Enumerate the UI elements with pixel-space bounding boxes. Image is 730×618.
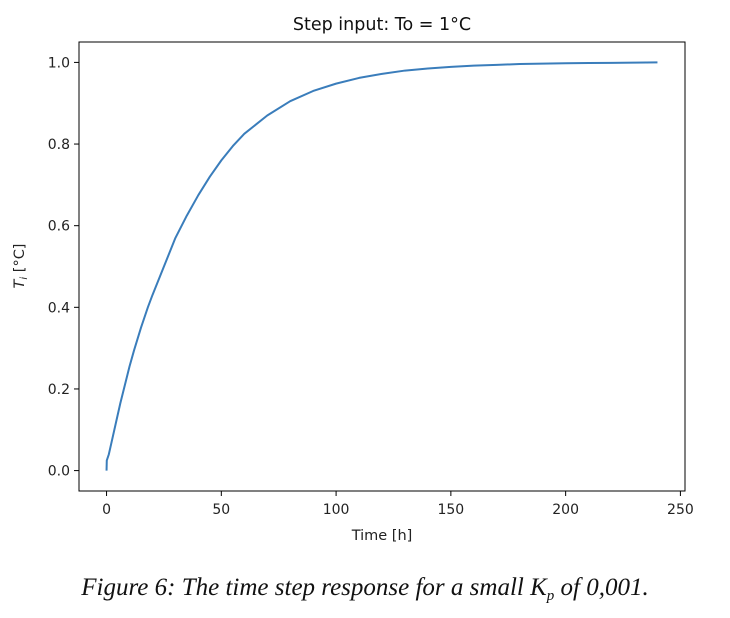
plot-area [105, 61, 658, 471]
x-tick-label: 50 [212, 502, 230, 518]
plot-frame [78, 41, 686, 492]
y-tick-label: 1.0 [48, 55, 70, 71]
y-tick-label: 0.6 [48, 219, 70, 235]
axis-ticks: 0 50 100 150 200 250 0.0 0.2 0.4 0.6 0.8 1.0 [48, 55, 694, 518]
caption-suffix: of 0,001. [554, 574, 649, 601]
y-axis-label-unit: [°C] [12, 244, 28, 277]
y-tick-label: 0.4 [48, 300, 70, 316]
step-response-chart: Step input: To = 1°C 0 50 100 150 200 2500.00… [12, 15, 694, 544]
y-axis-label-symbol: T [12, 278, 28, 288]
x-tick-label: 100 [323, 502, 350, 518]
y-tick-label: 0.0 [48, 464, 70, 480]
caption-text: Figure 6: The time step response for a s… [81, 574, 547, 601]
x-tick-label: 250 [667, 502, 694, 518]
figure-caption: Figure 6: The time step response for a s… [0, 574, 730, 605]
y-tick-label: 0.8 [48, 137, 70, 153]
caption-subscript: p [546, 588, 555, 604]
y-tick-label: 0.2 [48, 382, 70, 398]
series-line-0 [105, 61, 658, 471]
y-axis-label: Ti [°C] [12, 244, 30, 289]
chart-title: Step input: To = 1°C [293, 15, 471, 35]
x-tick-label: 150 [437, 502, 464, 518]
y-axis-label-subscript: i [19, 277, 30, 280]
x-axis-label: Time [h] [351, 528, 413, 544]
x-tick-label: 0 [102, 502, 111, 518]
x-tick-label: 200 [552, 502, 579, 518]
